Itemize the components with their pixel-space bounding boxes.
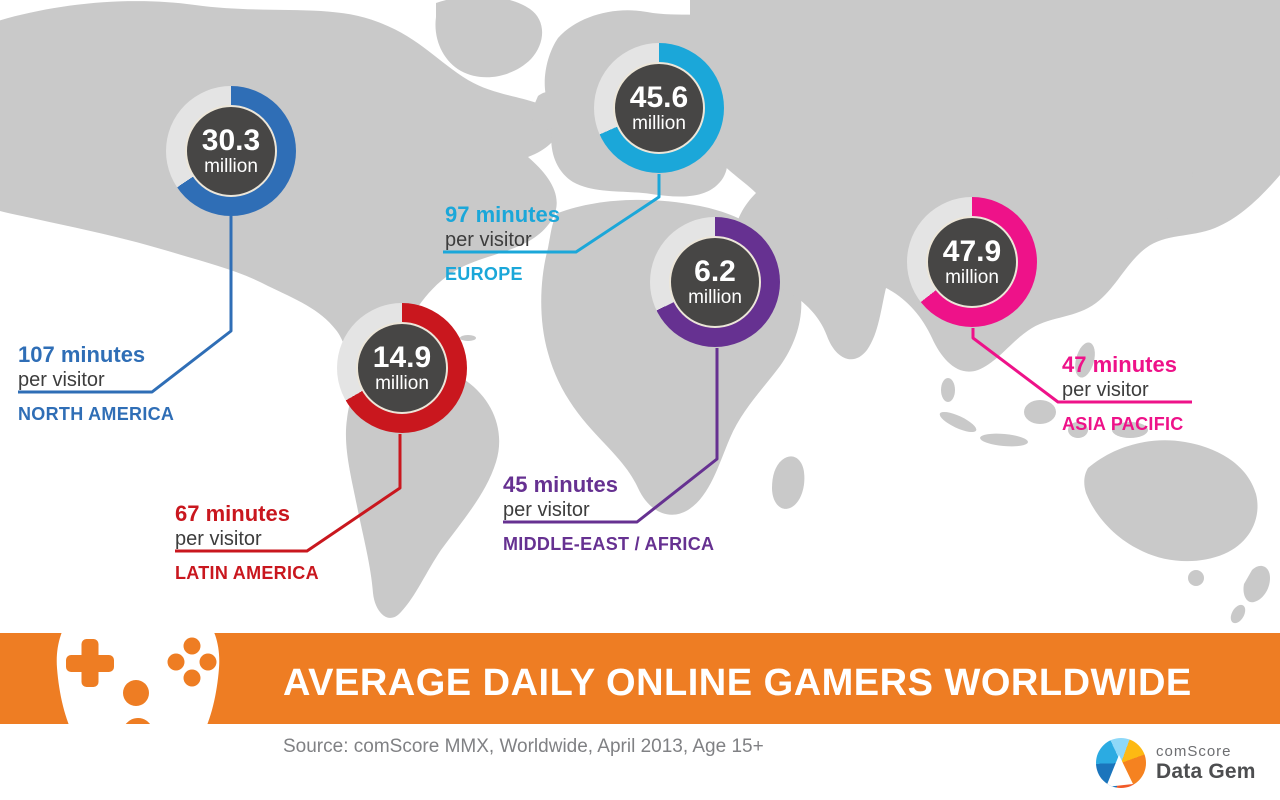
label-minutes: 107 minutes xyxy=(18,342,146,367)
label-region-name: MIDDLE-EAST / AFRICA xyxy=(503,534,715,554)
connector-middle-east-africa xyxy=(503,348,719,524)
label-per-visitor: per visitor xyxy=(445,229,532,251)
continent-asia xyxy=(689,0,1280,372)
comscore-data-gem-logo: comScore Data Gem xyxy=(1096,738,1256,788)
donut-center: 14.9 million xyxy=(356,322,448,414)
logo-product-name: Data Gem xyxy=(1156,759,1256,783)
donut-center: 30.3 million xyxy=(185,105,277,197)
donut-value: 6.2 xyxy=(694,254,736,288)
logo-text: comScore Data Gem xyxy=(1156,743,1256,784)
connector-europe xyxy=(443,174,661,254)
connector-asia-pacific xyxy=(971,328,1192,404)
controller-button-left xyxy=(167,653,185,671)
island-new-guinea xyxy=(1112,422,1148,438)
island-hispaniola xyxy=(460,335,476,341)
donut-center: 45.6 million xyxy=(613,62,705,154)
controller-center-button xyxy=(123,680,149,706)
label-per-visitor: per visitor xyxy=(175,528,262,550)
logo-brand-name: comScore xyxy=(1156,742,1232,760)
source-note: Source: comScore MMX, Worldwide, April 2… xyxy=(283,736,764,757)
label-region-name: NORTH AMERICA xyxy=(18,404,175,424)
label-minutes: 97 minutes xyxy=(445,202,560,227)
island-madagascar xyxy=(772,456,805,509)
island-greenland xyxy=(435,0,543,78)
donut-europe: 45.6 million xyxy=(594,43,724,173)
label-minutes: 67 minutes xyxy=(175,501,290,526)
peninsula-malay xyxy=(941,378,955,402)
infographic-title: AVERAGE DAILY ONLINE GAMERS WORLDWIDE xyxy=(283,662,1192,704)
donut-middle-east-africa: 6.2 million xyxy=(650,217,780,347)
donut-unit: million xyxy=(375,372,429,394)
connector-latin-america xyxy=(175,434,402,553)
island-sulawesi xyxy=(1068,422,1088,438)
donut-unit: million xyxy=(688,286,742,308)
donut-asia-pacific: 47.9 million xyxy=(907,197,1037,327)
island-japan xyxy=(1158,154,1193,219)
donut-value: 30.3 xyxy=(201,123,261,157)
island-new-zealand xyxy=(1243,565,1270,603)
donut-value: 47.9 xyxy=(942,234,1002,268)
label-middle-east-africa: 45 minutes per visitor MIDDLE-EAST / AFR… xyxy=(503,472,714,555)
donut-value: 14.9 xyxy=(372,340,432,374)
label-minutes: 45 minutes xyxy=(503,472,618,497)
game-controller-icon xyxy=(56,600,220,752)
controller-button-top xyxy=(183,637,201,655)
label-region-name: ASIA PACIFIC xyxy=(1062,414,1184,434)
gem-facet xyxy=(1106,755,1133,787)
donut-unit: million xyxy=(945,266,999,288)
island-java xyxy=(980,433,1028,447)
gem-sphere-icon xyxy=(1096,738,1146,788)
controller-button-bottom xyxy=(183,669,201,687)
continent-australia xyxy=(1084,440,1258,562)
donut-unit: million xyxy=(632,112,686,134)
island-sumatra xyxy=(939,411,977,433)
donut-center: 47.9 million xyxy=(926,216,1018,308)
label-region-name: EUROPE xyxy=(445,264,523,284)
label-asia-pacific: 47 minutes per visitor ASIA PACIFIC xyxy=(1062,352,1184,435)
label-region-name: LATIN AMERICA xyxy=(175,563,319,583)
island-new-zealand-south xyxy=(1230,604,1246,624)
label-per-visitor: per visitor xyxy=(18,369,105,391)
connector-north-america xyxy=(18,216,233,394)
label-latin-america: 67 minutes per visitor LATIN AMERICA xyxy=(175,501,319,584)
controller-button-right xyxy=(199,653,217,671)
label-minutes: 47 minutes xyxy=(1062,352,1177,377)
label-europe: 97 minutes per visitor EUROPE xyxy=(445,202,560,285)
label-per-visitor: per visitor xyxy=(1062,379,1149,401)
donut-latin-america: 14.9 million xyxy=(337,303,467,433)
island-britain xyxy=(531,91,561,131)
island-borneo xyxy=(1024,400,1056,424)
donut-unit: million xyxy=(204,155,258,177)
callout-lines xyxy=(18,174,1192,553)
island-tasmania xyxy=(1188,570,1204,586)
donut-center: 6.2 million xyxy=(669,236,761,328)
donut-value: 45.6 xyxy=(629,80,689,114)
label-north-america: 107 minutes per visitor NORTH AMERICA xyxy=(18,342,174,425)
label-per-visitor: per visitor xyxy=(503,499,590,521)
donut-north-america: 30.3 million xyxy=(166,86,296,216)
island-philippines xyxy=(1075,342,1095,378)
